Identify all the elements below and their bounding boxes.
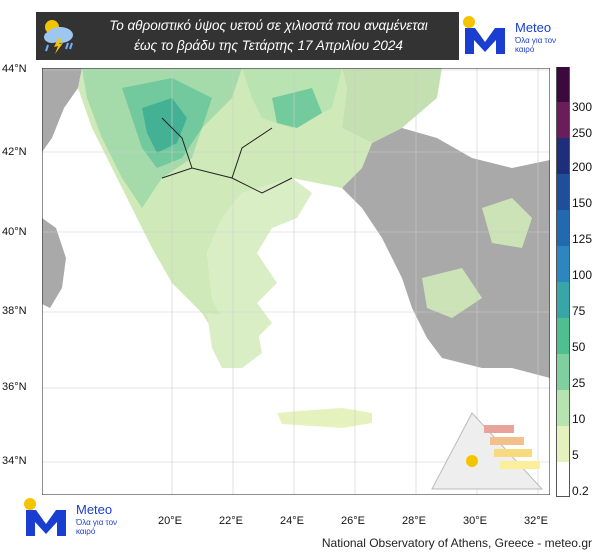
colorbar-segment [556, 462, 570, 497]
colorbar-label: 0.2 [572, 484, 589, 498]
graticule [42, 68, 550, 495]
lat-label-36: 36°N [2, 381, 27, 393]
colorbar-label: 200 [572, 160, 593, 174]
lon-label-32: 32°E [524, 515, 548, 527]
title-banner: Το αθροιστικό ύψος υετού σε χιλιοστά που… [36, 12, 459, 60]
lon-label-30: 30°E [463, 515, 487, 527]
title-line-1: Το αθροιστικό ύψος υετού σε χιλιοστά που… [109, 18, 428, 33]
black-sea [402, 68, 550, 168]
meteo-m-logo-icon [463, 16, 505, 54]
peloponnese [207, 313, 262, 368]
colorbar-label: 125 [572, 232, 593, 246]
colorbar-label: 25 [572, 376, 586, 390]
meteo-m-logo-icon [24, 498, 66, 536]
brand-name: Meteo [76, 502, 113, 517]
rain-zone-bulgaria [272, 88, 322, 128]
lat-label-38: 38°N [2, 305, 27, 317]
colorbar-label: 300 [572, 100, 593, 114]
italy-north-land [42, 68, 82, 152]
colorbar-segment [556, 354, 570, 390]
colorbar-label: 10 [572, 412, 586, 426]
colorbar-segment [556, 318, 570, 354]
precipitation-map: 44°N 42°N 40°N 38°N 36°N 34°N 20°E 22°E … [2, 63, 550, 527]
lat-label-40: 40°N [2, 226, 27, 238]
colorbar-segment [556, 138, 570, 174]
colorbar-segment [556, 210, 570, 246]
footer-credit: National Observatory of Athens, Greece -… [321, 536, 592, 550]
lon-label-26: 26°E [341, 515, 365, 527]
colorbar-segment [556, 102, 570, 138]
meteo-logo-top[interactable]: Meteo Όλα για τον καιρό [461, 14, 571, 58]
crete [277, 408, 372, 428]
italy-south-land [42, 218, 66, 308]
colorbar-label: 50 [572, 340, 586, 354]
lat-label-34: 34°N [2, 455, 27, 467]
map-canvas [42, 68, 550, 495]
colorbar-label: 150 [572, 196, 593, 210]
colorbar-label: 100 [572, 268, 593, 282]
colorbar-label: 250 [572, 126, 593, 140]
country-borders [161, 117, 293, 194]
precipitation-colorbar [556, 67, 570, 497]
title-line-2: έως το βράδυ της Τετάρτης 17 Απριλίου 20… [134, 38, 403, 53]
brand-tagline: Όλα για τον καιρό [76, 518, 118, 536]
turkey-land [342, 128, 550, 378]
colorbar-label: 75 [572, 304, 586, 318]
rain-zone-turkey-1 [482, 198, 532, 248]
lon-label-22: 22°E [219, 515, 243, 527]
rain-zone-turkey-2 [422, 268, 482, 318]
colorbar-segment [556, 282, 570, 318]
colorbar-segment [556, 426, 570, 462]
rain-zone-50 [142, 98, 187, 153]
legend-inset [431, 412, 544, 490]
lon-label-20: 20°E [158, 515, 182, 527]
colorbar-segment [556, 246, 570, 282]
rain-cloud-icon [44, 20, 73, 54]
romania-land [342, 68, 442, 143]
colorbar-segment [556, 174, 570, 210]
colorbar-segment [556, 390, 570, 426]
lon-label-24: 24°E [280, 515, 304, 527]
colorbar-label: 5 [572, 448, 579, 462]
colorbar-segment [556, 67, 570, 102]
lon-label-28: 28°E [402, 515, 426, 527]
lat-label-42: 42°N [2, 146, 27, 158]
brand-tagline: Όλα για τον καιρό [515, 36, 557, 54]
brand-name: Meteo [515, 20, 552, 35]
lat-label-44: 44°N [2, 63, 27, 75]
meteo-logo-bottom[interactable]: Meteo Όλα για τον καιρό [22, 496, 132, 540]
